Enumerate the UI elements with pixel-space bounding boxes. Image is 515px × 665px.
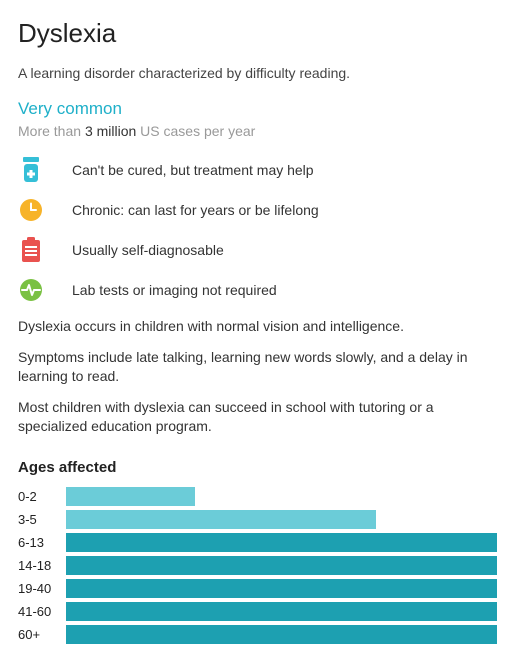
chart-label: 60+ bbox=[18, 627, 66, 642]
ages-title: Ages affected bbox=[18, 459, 497, 476]
chart-row: 19-40 bbox=[18, 578, 497, 599]
chart-row: 41-60 bbox=[18, 601, 497, 622]
info-row: Chronic: can last for years or be lifelo… bbox=[18, 197, 497, 223]
cases-count: 3 million bbox=[85, 123, 136, 139]
info-text: Can't be cured, but treatment may help bbox=[72, 162, 314, 178]
chart-bar bbox=[66, 487, 195, 506]
description-paragraph: Symptoms include late talking, learning … bbox=[18, 348, 497, 386]
chart-label: 6-13 bbox=[18, 535, 66, 550]
clock-icon bbox=[18, 197, 44, 223]
prevalence-label: Very common bbox=[18, 99, 497, 119]
info-list: Can't be cured, but treatment may help C… bbox=[18, 157, 497, 303]
pill-bottle-icon bbox=[18, 157, 44, 183]
chart-bar-track bbox=[66, 602, 497, 621]
info-text: Lab tests or imaging not required bbox=[72, 282, 277, 298]
chart-bar bbox=[66, 556, 497, 575]
clipboard-icon bbox=[18, 237, 44, 263]
info-text: Chronic: can last for years or be lifelo… bbox=[72, 202, 319, 218]
cases-prefix: More than bbox=[18, 123, 85, 139]
info-row: Can't be cured, but treatment may help bbox=[18, 157, 497, 183]
cases-line: More than 3 million US cases per year bbox=[18, 123, 497, 139]
chart-bar-track bbox=[66, 556, 497, 575]
chart-bar bbox=[66, 533, 497, 552]
chart-bar bbox=[66, 602, 497, 621]
chart-label: 41-60 bbox=[18, 604, 66, 619]
info-row: Usually self-diagnosable bbox=[18, 237, 497, 263]
chart-label: 3-5 bbox=[18, 512, 66, 527]
chart-bar-track bbox=[66, 487, 497, 506]
subtitle: A learning disorder characterized by dif… bbox=[18, 65, 497, 81]
chart-bar-track bbox=[66, 625, 497, 644]
description-block: Dyslexia occurs in children with normal … bbox=[18, 317, 497, 435]
info-row: Lab tests or imaging not required bbox=[18, 277, 497, 303]
chart-bar-track bbox=[66, 533, 497, 552]
ages-chart: 0-2 3-5 6-13 14-18 19-40 41-60 60+ bbox=[18, 486, 497, 645]
pulse-icon bbox=[18, 277, 44, 303]
chart-label: 14-18 bbox=[18, 558, 66, 573]
chart-row: 14-18 bbox=[18, 555, 497, 576]
page-title: Dyslexia bbox=[18, 18, 497, 49]
info-text: Usually self-diagnosable bbox=[72, 242, 224, 258]
chart-row: 6-13 bbox=[18, 532, 497, 553]
chart-bar-track bbox=[66, 579, 497, 598]
chart-label: 19-40 bbox=[18, 581, 66, 596]
cases-suffix: US cases per year bbox=[136, 123, 255, 139]
chart-row: 0-2 bbox=[18, 486, 497, 507]
chart-row: 3-5 bbox=[18, 509, 497, 530]
chart-label: 0-2 bbox=[18, 489, 66, 504]
chart-bar bbox=[66, 510, 376, 529]
chart-row: 60+ bbox=[18, 624, 497, 645]
description-paragraph: Dyslexia occurs in children with normal … bbox=[18, 317, 497, 336]
chart-bar-track bbox=[66, 510, 497, 529]
chart-bar bbox=[66, 625, 497, 644]
description-paragraph: Most children with dyslexia can succeed … bbox=[18, 398, 497, 436]
chart-bar bbox=[66, 579, 497, 598]
